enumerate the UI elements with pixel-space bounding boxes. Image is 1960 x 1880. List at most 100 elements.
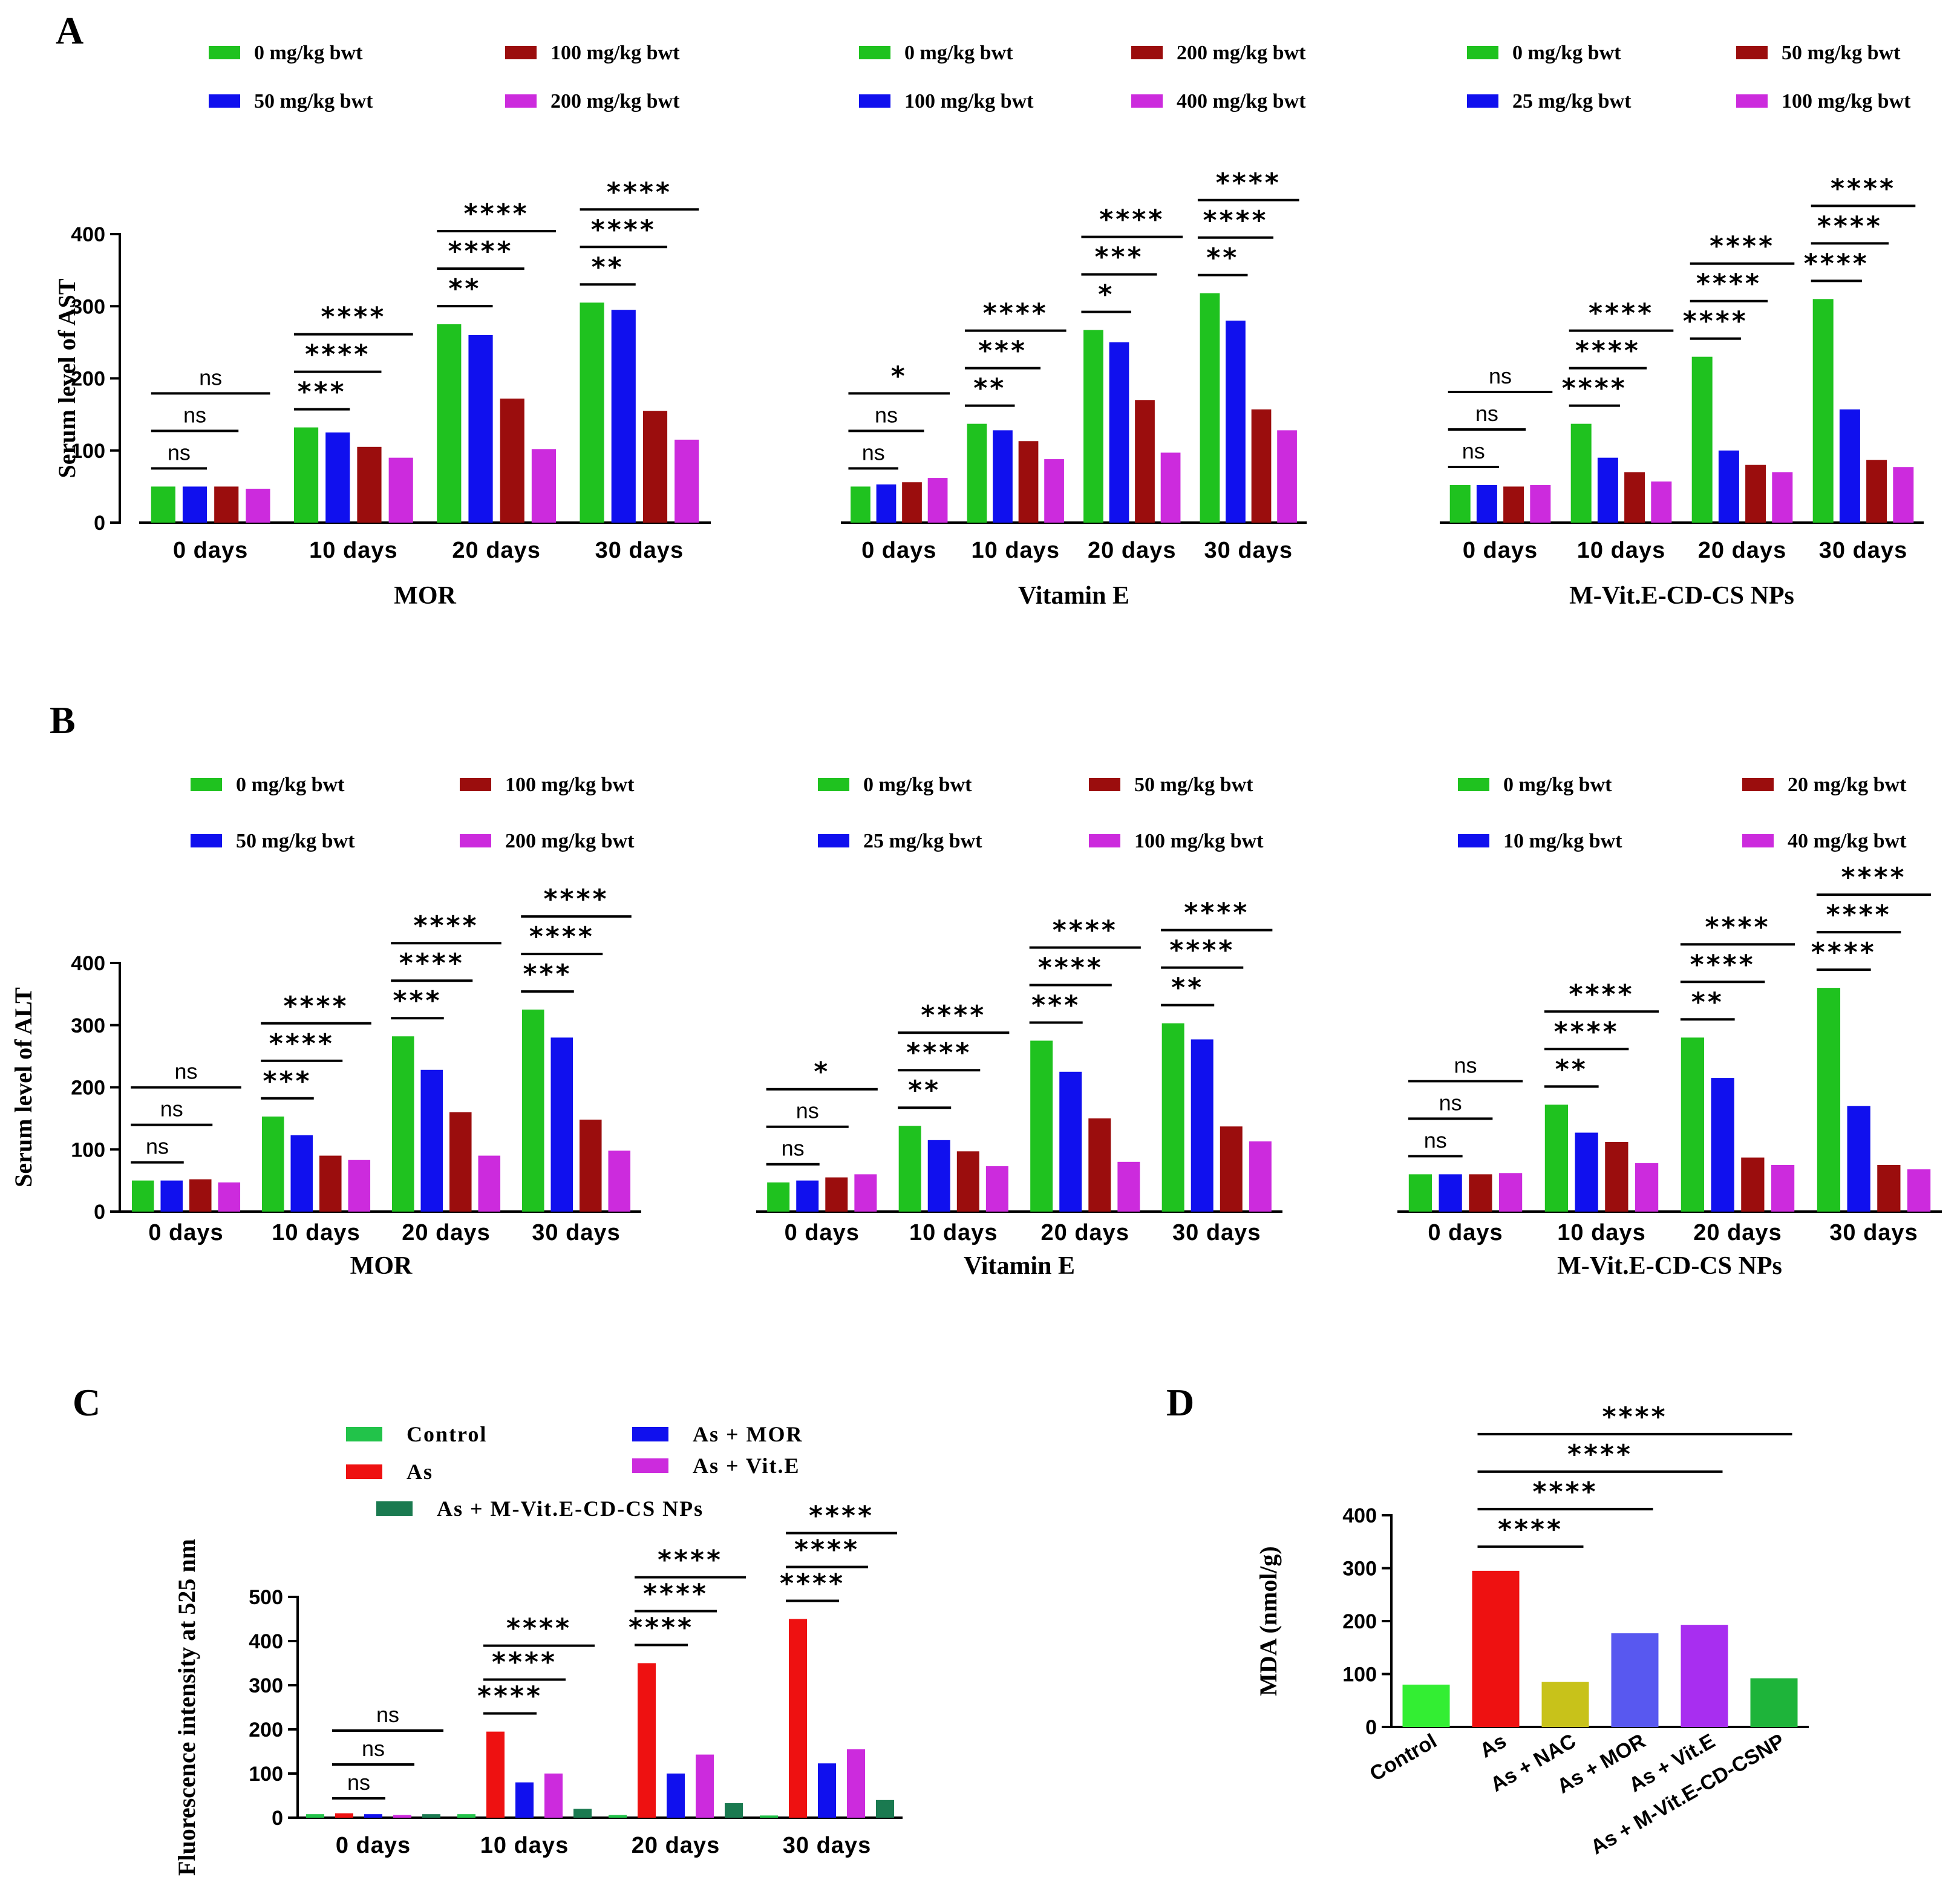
sig-label-B: ns (1454, 1053, 1477, 1077)
bar-A (902, 482, 922, 523)
x-category-label-D: As (1476, 1729, 1511, 1763)
bar-B (985, 1166, 1008, 1212)
bar-A (993, 430, 1013, 523)
bar-A (1812, 299, 1834, 523)
sig-label-B: **** (1169, 935, 1235, 966)
y-tick-label-C: 100 (249, 1763, 283, 1786)
group-title-B: MOR (350, 1252, 413, 1280)
legend-label-A: 25 mg/kg bwt (1512, 90, 1632, 113)
bar-A (1018, 441, 1039, 523)
bar-B (1469, 1174, 1492, 1212)
bar-B (608, 1151, 631, 1212)
bar-C (457, 1814, 475, 1818)
bar-C (422, 1814, 440, 1818)
sig-label-B: **** (921, 1000, 986, 1031)
bar-A (500, 398, 524, 523)
sig-label-C: ns (347, 1770, 370, 1795)
bar-B (1635, 1163, 1659, 1212)
bar-B (1408, 1174, 1432, 1212)
sig-label-B: **** (1690, 949, 1756, 980)
legend-swatch-B (1458, 778, 1489, 791)
x-category-label-C: 10 days (480, 1833, 569, 1858)
y-tick-label-C: 500 (249, 1586, 283, 1609)
legend-label-B: 0 mg/kg bwt (1503, 774, 1612, 796)
bar-B (449, 1112, 472, 1212)
legend-swatch-B (191, 778, 222, 791)
legend-swatch-A (505, 94, 537, 108)
bar-A (642, 411, 668, 523)
sig-label-A: **** (305, 339, 370, 370)
y-tick-label-C: 300 (249, 1674, 283, 1697)
sig-label-B: **** (543, 884, 609, 915)
legend-swatch-B (818, 778, 849, 791)
sig-label-A: * (891, 361, 907, 391)
sig-label-A: ** (448, 273, 481, 304)
bar-B (956, 1151, 979, 1212)
x-category-label-A: 10 days (309, 538, 397, 563)
sig-label-D: **** (1498, 1514, 1563, 1545)
legend-swatch-A (1467, 94, 1498, 108)
sig-label-A: **** (1589, 298, 1654, 329)
bar-D (1472, 1570, 1520, 1727)
legend-label-C: As + Vit.E (693, 1454, 800, 1478)
bar-C (789, 1619, 807, 1818)
bar-A (246, 488, 270, 523)
x-category-label-A: 0 days (173, 538, 248, 563)
legend-label-B: 50 mg/kg bwt (1134, 774, 1253, 796)
bar-A (1449, 485, 1471, 523)
legend-swatch-B (1742, 778, 1774, 791)
sig-label-B: **** (1826, 899, 1892, 930)
bar-D (1541, 1682, 1589, 1727)
y-axis-label-B: Serum level of ALT (10, 987, 37, 1187)
sig-label-C: **** (809, 1501, 874, 1532)
y-tick-label-D: 300 (1342, 1558, 1377, 1581)
bar-A (1503, 486, 1524, 523)
bar-A (876, 484, 897, 523)
x-category-label-C: 20 days (632, 1833, 720, 1858)
sig-label-B: **** (1841, 862, 1906, 893)
legend-swatch-C (632, 1427, 668, 1441)
sig-label-B: ** (908, 1075, 941, 1106)
bar-B (1220, 1126, 1243, 1212)
sig-label-A: **** (1696, 269, 1762, 299)
sig-label-A: ns (199, 365, 222, 390)
bar-A (1718, 450, 1739, 523)
bar-B (1249, 1141, 1272, 1212)
bar-C (667, 1774, 685, 1818)
bar-B (825, 1177, 848, 1212)
bar-C (486, 1731, 505, 1818)
bar-B (420, 1069, 443, 1212)
bar-A (1160, 452, 1181, 523)
bar-A (1109, 342, 1129, 523)
group-title-A: Vitamin E (1018, 582, 1129, 610)
sig-label-C: **** (629, 1613, 694, 1643)
legend-label-A: 200 mg/kg bwt (550, 90, 680, 113)
y-tick-label-D: 400 (1342, 1504, 1377, 1527)
sig-label-A: **** (1710, 231, 1775, 262)
legend-swatch-A (1467, 46, 1498, 59)
y-tick-label-A: 100 (71, 440, 105, 463)
bar-C (760, 1815, 778, 1818)
bar-B (1191, 1039, 1214, 1212)
sig-label-B: **** (1569, 979, 1634, 1010)
sig-label-A: ** (1206, 243, 1239, 273)
bar-B (854, 1174, 877, 1212)
bar-B (218, 1182, 241, 1212)
legend-swatch-A (1131, 46, 1163, 59)
sig-label-A: *** (978, 336, 1027, 367)
x-category-label-B: 20 days (1693, 1220, 1782, 1245)
legend-swatch-B (460, 778, 491, 791)
sig-label-A: **** (1203, 205, 1268, 236)
legend-swatch-B (818, 834, 849, 847)
bar-C (573, 1809, 592, 1818)
sig-label-A: **** (464, 198, 529, 229)
sig-label-B: ns (1439, 1090, 1462, 1115)
sig-label-A: **** (1817, 211, 1883, 241)
bar-A (1651, 481, 1672, 523)
sig-label-A: ns (862, 440, 885, 465)
bar-B (189, 1179, 212, 1212)
bar-A (580, 302, 604, 523)
legend-swatch-A (1736, 46, 1768, 59)
sig-label-C: **** (506, 1613, 572, 1644)
y-tick-label-A: 200 (71, 368, 105, 391)
